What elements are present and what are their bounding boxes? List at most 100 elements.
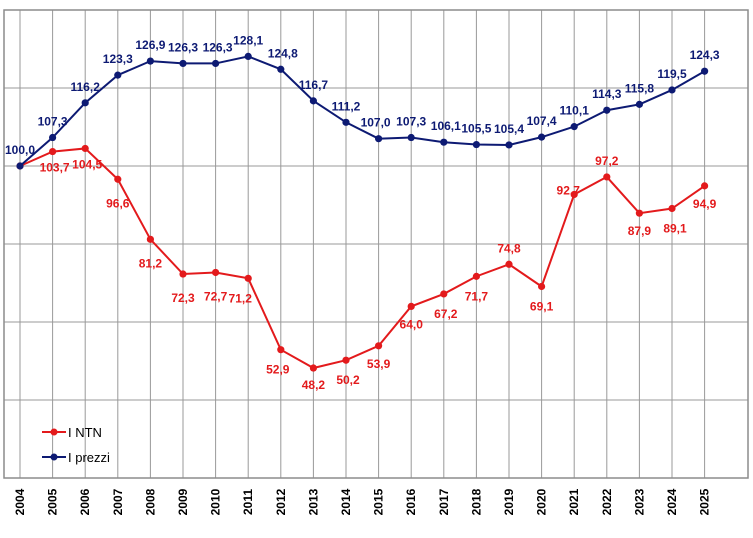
data-point [505, 260, 513, 268]
x-tick-label: 2013 [306, 488, 320, 515]
data-point [114, 71, 122, 79]
x-tick-label: 2008 [143, 488, 157, 515]
data-label: 53,9 [367, 357, 391, 371]
data-point [472, 272, 480, 280]
x-tick-label: 2016 [404, 488, 418, 515]
data-point [635, 100, 644, 108]
data-label: 81,2 [139, 256, 163, 270]
x-tick-label: 2015 [372, 488, 386, 515]
data-point [277, 346, 285, 354]
data-point [538, 282, 546, 291]
data-point [440, 290, 448, 298]
data-label: 107,0 [361, 116, 391, 130]
data-point [570, 190, 578, 199]
data-label: 67,2 [434, 307, 458, 321]
data-label: 48,2 [302, 378, 326, 392]
x-tick-label: 2021 [567, 488, 581, 515]
x-tick-label: 2007 [111, 488, 125, 515]
data-point [309, 364, 317, 372]
data-label: 72,7 [204, 289, 228, 303]
data-label: 74,8 [497, 241, 521, 255]
data-point [244, 274, 252, 282]
data-point [440, 138, 448, 146]
data-point [570, 123, 578, 131]
data-label: 96,6 [106, 196, 130, 210]
data-point [81, 99, 89, 107]
x-tick-label: 2022 [600, 488, 614, 515]
data-point [472, 140, 480, 149]
data-label: 107,3 [38, 115, 68, 129]
data-point [244, 52, 252, 61]
data-label: 71,7 [465, 289, 489, 303]
data-label: 89,1 [663, 222, 687, 236]
data-point [668, 86, 676, 94]
data-point [701, 182, 709, 190]
data-label: 69,1 [530, 300, 554, 314]
data-label: 106,1 [431, 119, 461, 133]
data-point [407, 133, 415, 142]
x-tick-label: 2020 [535, 488, 549, 515]
data-label: 87,9 [628, 224, 652, 238]
series-line-0 [19, 147, 706, 370]
x-tick-label: 2018 [469, 488, 483, 515]
data-label: 103,7 [40, 161, 70, 175]
x-axis-ticks: 2004 2005 2006 2007 2008 2009 2010 2011 2012 2013… [13, 488, 712, 515]
data-label: 94,9 [693, 197, 717, 211]
data-point [375, 135, 383, 143]
data-point [505, 141, 513, 149]
legend-label-i-prezzi: I prezzi [68, 450, 110, 465]
data-label: 105,4 [494, 122, 524, 136]
x-tick-label: 2005 [46, 488, 60, 515]
data-point [49, 133, 57, 142]
legend-item-i-prezzi: I prezzi [42, 450, 110, 465]
plot-frame [3, 9, 749, 479]
data-point [342, 356, 350, 364]
x-tick-label: 2012 [274, 488, 288, 515]
x-tick-label: 2017 [437, 488, 451, 515]
data-labels: 103,7 104,5 96,6 81,2 72,3 72,7 71,2 52,9 48,2 50… [5, 33, 720, 392]
data-label: 124,8 [268, 46, 298, 60]
data-point [701, 67, 709, 75]
data-label: 97,2 [595, 154, 619, 168]
data-label: 110,1 [560, 104, 590, 118]
data-label: 115,8 [625, 81, 655, 95]
data-label: 50,2 [336, 373, 360, 387]
data-label: 104,5 [72, 157, 102, 171]
x-tick-label: 2025 [698, 488, 712, 515]
x-tick-label: 2006 [78, 488, 92, 515]
data-point [668, 204, 676, 213]
data-point [146, 235, 154, 243]
legend: I NTN I prezzi [42, 425, 110, 465]
data-point [212, 268, 220, 277]
data-point [49, 147, 57, 156]
data-point [309, 97, 317, 105]
data-label: 72,3 [171, 291, 195, 305]
series-layer [16, 52, 709, 372]
data-label: 126,9 [135, 38, 165, 52]
data-label: 116,2 [71, 80, 101, 94]
x-tick-label: 2019 [502, 488, 516, 515]
x-tick-label: 2014 [339, 488, 353, 515]
data-label: 71,2 [229, 291, 253, 305]
legend-marker-i-ntn [50, 428, 58, 436]
data-point [375, 342, 383, 350]
data-point [81, 144, 89, 153]
data-point [277, 65, 285, 73]
legend-marker-i-prezzi [50, 453, 58, 461]
data-label: 123,3 [103, 52, 133, 66]
legend-item-i-ntn: I NTN [42, 425, 102, 440]
data-label: 119,5 [657, 67, 687, 81]
grid [4, 10, 748, 478]
data-point [146, 57, 154, 65]
data-label: 116,7 [299, 78, 329, 92]
data-point [342, 118, 350, 126]
x-tick-label: 2023 [632, 488, 646, 515]
data-point [179, 270, 187, 278]
data-point [635, 209, 644, 217]
data-label: 126,3 [168, 40, 198, 54]
x-tick-label: 2024 [665, 488, 679, 515]
data-point [212, 59, 220, 68]
data-label: 114,3 [592, 87, 622, 101]
data-label: 92,7 [557, 183, 581, 197]
